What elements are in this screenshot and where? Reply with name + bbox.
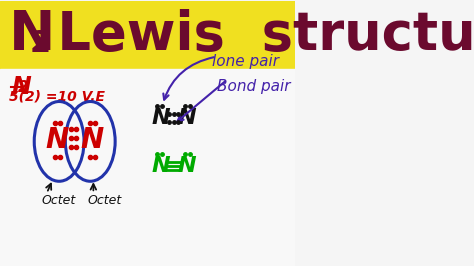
Bar <box>0 69 295 266</box>
Text: lone pair: lone pair <box>211 54 279 69</box>
Bar <box>0 1 295 69</box>
Text: Lewis  structure: Lewis structure <box>38 9 474 61</box>
Text: 2: 2 <box>30 29 51 58</box>
Text: N: N <box>46 126 69 154</box>
Text: N: N <box>81 126 104 154</box>
Text: Octet: Octet <box>42 194 76 207</box>
Text: 2: 2 <box>18 80 28 95</box>
Text: N: N <box>9 8 55 62</box>
Text: 5(2) =10 V.E: 5(2) =10 V.E <box>9 90 105 103</box>
Text: Bond pair: Bond pair <box>217 78 290 94</box>
Text: N: N <box>177 109 196 128</box>
Text: N: N <box>177 156 196 176</box>
Text: Octet: Octet <box>87 194 121 207</box>
Text: N: N <box>11 74 31 99</box>
Text: N: N <box>151 156 170 176</box>
Text: N: N <box>151 109 170 128</box>
